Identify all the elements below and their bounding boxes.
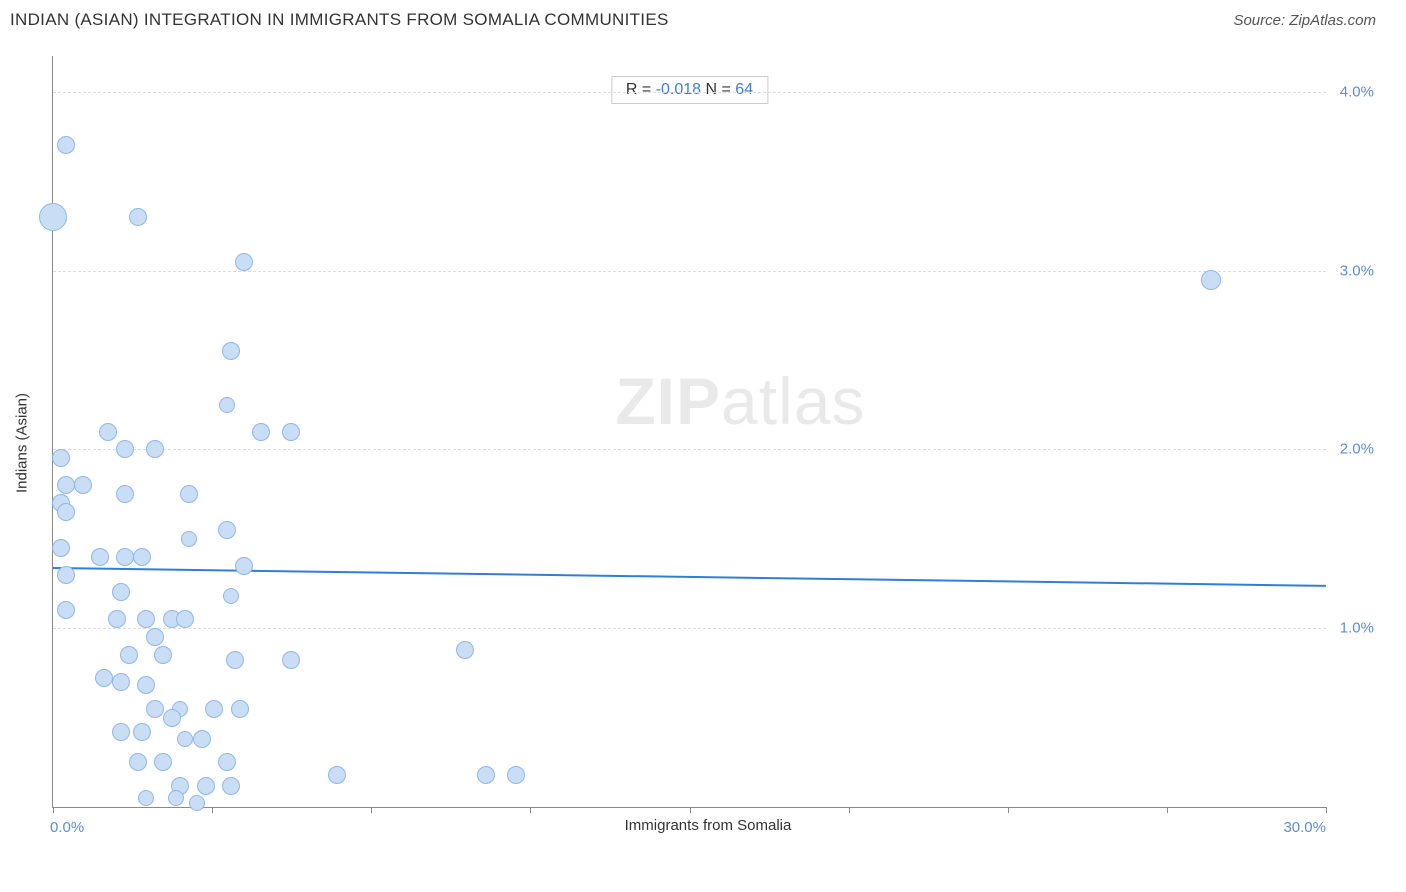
x-tick-mark <box>371 807 372 813</box>
x-tick-mark <box>212 807 213 813</box>
x-tick-mark <box>849 807 850 813</box>
plot-area: ZIPatlas R = -0.018 N = 64 1.0%2.0%3.0%4… <box>52 56 1326 808</box>
x-tick-mark <box>1326 807 1327 813</box>
data-point <box>57 566 75 584</box>
data-point <box>226 651 244 669</box>
data-point <box>507 766 525 784</box>
data-point <box>154 646 172 664</box>
data-point <box>108 610 126 628</box>
chart-title: INDIAN (ASIAN) INTEGRATION IN IMMIGRANTS… <box>10 10 669 30</box>
data-point <box>39 203 67 231</box>
data-point <box>197 777 215 795</box>
data-point <box>168 790 184 806</box>
data-point <box>177 731 193 747</box>
data-point <box>154 753 172 771</box>
data-point <box>282 423 300 441</box>
data-point <box>180 485 198 503</box>
data-point <box>218 521 236 539</box>
data-point <box>176 610 194 628</box>
data-point <box>223 588 239 604</box>
x-tick-mark <box>690 807 691 813</box>
y-tick-label: 2.0% <box>1340 441 1374 458</box>
data-point <box>57 503 75 521</box>
x-tick-mark <box>1167 807 1168 813</box>
data-point <box>112 673 130 691</box>
data-point <box>456 641 474 659</box>
data-point <box>138 790 154 806</box>
data-point <box>116 440 134 458</box>
x-tick-mark <box>1008 807 1009 813</box>
data-point <box>218 753 236 771</box>
x-min-label: 0.0% <box>50 819 84 836</box>
data-point <box>112 723 130 741</box>
gridline <box>53 449 1326 450</box>
gridline <box>53 92 1326 93</box>
data-point <box>57 476 75 494</box>
data-point <box>137 676 155 694</box>
gridline <box>53 271 1326 272</box>
data-point <box>146 440 164 458</box>
data-point <box>231 700 249 718</box>
data-point <box>116 485 134 503</box>
data-point <box>116 548 134 566</box>
gridline <box>53 628 1326 629</box>
data-point <box>146 628 164 646</box>
data-point <box>477 766 495 784</box>
data-point <box>222 342 240 360</box>
x-max-label: 30.0% <box>1283 819 1326 836</box>
x-tick-mark <box>530 807 531 813</box>
data-point <box>235 557 253 575</box>
source-attribution: Source: ZipAtlas.com <box>1233 12 1376 29</box>
data-point <box>163 709 181 727</box>
data-point <box>91 548 109 566</box>
data-point <box>120 646 138 664</box>
data-point <box>282 651 300 669</box>
data-point <box>57 601 75 619</box>
n-value: 64 <box>735 81 753 98</box>
data-point <box>99 423 117 441</box>
data-point <box>328 766 346 784</box>
data-point <box>181 531 197 547</box>
data-point <box>235 253 253 271</box>
chart-container: Indians (Asian) ZIPatlas R = -0.018 N = … <box>40 38 1376 848</box>
x-tick-mark <box>53 807 54 813</box>
y-axis-label: Indians (Asian) <box>14 393 31 493</box>
data-point <box>252 423 270 441</box>
r-label: R = <box>626 81 656 98</box>
y-tick-label: 4.0% <box>1340 83 1374 100</box>
data-point <box>189 795 205 811</box>
data-point <box>1201 270 1221 290</box>
x-axis-label: Immigrants from Somalia <box>625 817 792 834</box>
data-point <box>133 548 151 566</box>
y-tick-label: 3.0% <box>1340 262 1374 279</box>
r-value: -0.018 <box>656 81 701 98</box>
data-point <box>205 700 223 718</box>
data-point <box>52 449 70 467</box>
data-point <box>133 723 151 741</box>
data-point <box>95 669 113 687</box>
data-point <box>129 208 147 226</box>
data-point <box>219 397 235 413</box>
n-label: N = <box>701 81 735 98</box>
data-point <box>129 753 147 771</box>
data-point <box>222 777 240 795</box>
data-point <box>193 730 211 748</box>
data-point <box>146 700 164 718</box>
watermark: ZIPatlas <box>615 363 865 439</box>
data-point <box>137 610 155 628</box>
data-point <box>74 476 92 494</box>
stats-box: R = -0.018 N = 64 <box>611 76 768 104</box>
data-point <box>112 583 130 601</box>
y-tick-label: 1.0% <box>1340 620 1374 637</box>
data-point <box>52 539 70 557</box>
data-point <box>57 136 75 154</box>
